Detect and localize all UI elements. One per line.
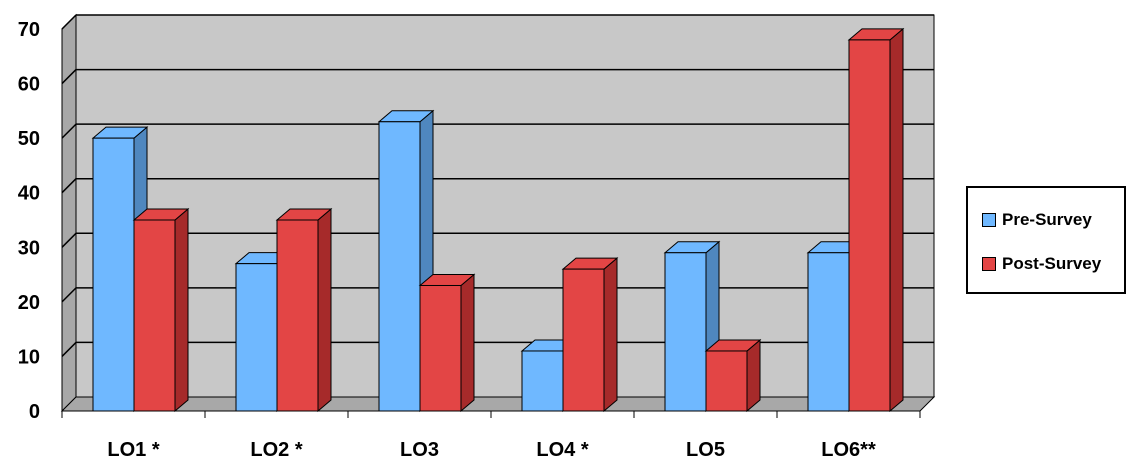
bar-post-3 bbox=[419, 284, 462, 412]
bar-side bbox=[317, 207, 332, 413]
legend-swatch-post-survey bbox=[982, 257, 996, 271]
y-axis-tick-labels: 0 10 20 30 40 50 60 70 bbox=[18, 19, 40, 423]
y-tick-label: 70 bbox=[18, 19, 40, 41]
gridline-side bbox=[61, 341, 77, 357]
gridline-side bbox=[61, 232, 77, 248]
bar-pre-3 bbox=[378, 121, 421, 412]
bar-post-4 bbox=[562, 268, 605, 412]
axes bbox=[61, 410, 921, 418]
bar-side bbox=[174, 207, 189, 413]
bar-post-1 bbox=[133, 219, 176, 412]
x-category-label: LO5 bbox=[686, 439, 725, 461]
bar-post-5 bbox=[705, 350, 748, 412]
x-category-label: LO6** bbox=[821, 439, 876, 461]
y-tick-label: 40 bbox=[18, 183, 40, 205]
x-category-label: LO4 * bbox=[536, 439, 588, 461]
legend-label-pre-survey: Pre-Survey bbox=[1002, 210, 1092, 229]
back-wall bbox=[75, 14, 935, 398]
y-tick-label: 0 bbox=[29, 401, 40, 423]
bar-side bbox=[460, 273, 475, 413]
x-category-label: LO1 * bbox=[107, 439, 159, 461]
gridline-side bbox=[61, 69, 77, 85]
x-axis-tick-labels: LO1 * LO2 * LO3 LO4 * LO5 LO6** bbox=[107, 439, 876, 461]
bar-post-2 bbox=[276, 219, 319, 412]
y-tick-label: 50 bbox=[18, 128, 40, 150]
legend-item-pre-survey: Pre-Survey bbox=[982, 210, 1092, 230]
y-tick-label: 10 bbox=[18, 346, 40, 368]
grid-lines bbox=[61, 14, 934, 357]
bar-pre-1 bbox=[92, 137, 135, 412]
y-tick-label: 60 bbox=[18, 74, 40, 96]
floor bbox=[60, 396, 936, 412]
bar-side bbox=[746, 338, 761, 413]
gridline-side bbox=[61, 123, 77, 139]
gridline-side bbox=[61, 178, 77, 194]
legend: Pre-Survey Post-Survey bbox=[966, 186, 1126, 294]
legend-label-post-survey: Post-Survey bbox=[1002, 254, 1102, 273]
bar-side bbox=[889, 27, 904, 413]
legend-swatch-pre-survey bbox=[982, 213, 996, 227]
bar-pre-5 bbox=[664, 252, 707, 412]
bar-post-6 bbox=[848, 39, 891, 412]
legend-item-post-survey: Post-Survey bbox=[982, 254, 1101, 274]
x-category-label: LO2 * bbox=[250, 439, 302, 461]
side-wall bbox=[61, 13, 77, 413]
y-tick-label: 20 bbox=[18, 292, 40, 314]
bar-pre-2 bbox=[235, 263, 278, 412]
bar-pre-4 bbox=[521, 350, 564, 412]
y-tick-label: 30 bbox=[18, 237, 40, 259]
gridline-side bbox=[61, 287, 77, 303]
bars bbox=[91, 27, 905, 413]
x-category-label: LO3 bbox=[400, 439, 439, 461]
chart-walls bbox=[60, 13, 936, 413]
bar-pre-6 bbox=[807, 252, 850, 412]
gridline-side bbox=[61, 14, 77, 30]
bar-side bbox=[603, 257, 618, 413]
